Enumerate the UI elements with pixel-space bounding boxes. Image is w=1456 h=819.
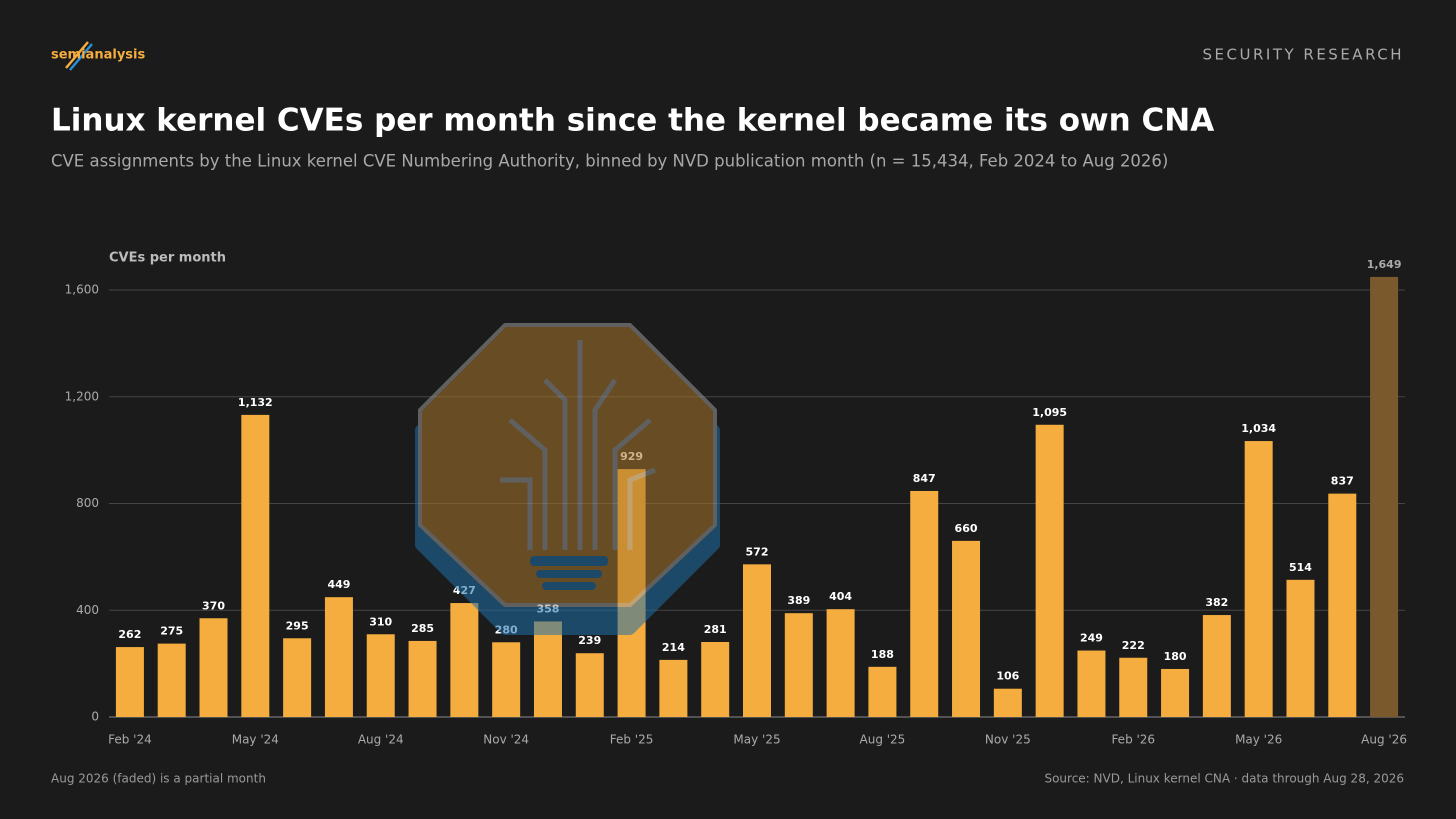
x-tick-label: May '25	[733, 733, 780, 747]
bar	[910, 490, 939, 717]
data-label: 239	[578, 634, 601, 647]
chart-subtitle: CVE assignments by the Linux kernel CVE …	[51, 152, 1168, 171]
bar	[366, 634, 395, 717]
y-tick-label: 800	[76, 496, 99, 510]
y-tick-label: 1,200	[65, 389, 99, 403]
bar	[701, 642, 730, 717]
chart-title: Linux kernel CVEs per month since the ke…	[51, 103, 1214, 139]
footnote: Aug 2026 (faded) is a partial month	[51, 772, 266, 786]
bar	[450, 603, 479, 717]
data-label: 389	[787, 594, 810, 607]
data-label: 1,095	[1032, 406, 1067, 419]
x-tick-label: Feb '25	[610, 733, 654, 747]
data-label: 214	[662, 641, 685, 654]
x-tick-label: Feb '24	[108, 733, 152, 747]
bar	[157, 643, 186, 717]
bar	[115, 647, 144, 717]
bar	[1244, 441, 1273, 717]
bar	[241, 414, 270, 717]
bar	[1119, 657, 1148, 717]
x-tick-label: May '24	[232, 733, 279, 747]
bar	[1286, 579, 1315, 717]
data-label: 660	[955, 522, 978, 535]
data-label: 1,649	[1367, 258, 1402, 271]
x-tick-label: Feb '26	[1111, 733, 1155, 747]
bar	[199, 618, 228, 717]
bar	[408, 640, 437, 717]
data-label: 572	[746, 545, 769, 558]
data-label: 837	[1331, 475, 1354, 488]
data-label: 295	[286, 619, 309, 632]
data-label: 310	[369, 615, 392, 628]
x-tick-label: May '26	[1235, 733, 1282, 747]
plot-area: 0 400 800 1,200 1,600 Feb '24 262 275 370 May '24…	[65, 258, 1407, 747]
bar	[575, 653, 604, 717]
data-label: 1,034	[1241, 422, 1276, 435]
data-label: 249	[1080, 632, 1103, 645]
section-label: SECURITY RESEARCH	[1203, 46, 1404, 64]
brand: semianalysis	[51, 48, 145, 63]
data-label: 106	[996, 670, 1019, 683]
bar	[283, 638, 312, 717]
data-label: 281	[704, 623, 727, 636]
bar	[1328, 493, 1357, 717]
data-label: 449	[327, 578, 350, 591]
bar	[659, 659, 688, 717]
bar	[1077, 650, 1106, 717]
x-tick-label: Aug '24	[358, 733, 404, 747]
bar	[533, 621, 562, 717]
y-tick-label: 1,600	[65, 283, 99, 297]
bar	[952, 540, 981, 717]
bar	[324, 597, 353, 717]
bar	[993, 688, 1022, 717]
data-label: 382	[1205, 596, 1228, 609]
data-label: 404	[829, 590, 852, 603]
source: Source: NVD, Linux kernel CNA · data thr…	[1044, 772, 1404, 786]
bar	[743, 564, 771, 717]
x-tick-label: Aug '25	[860, 733, 906, 747]
data-label: 370	[202, 599, 225, 612]
data-label: 222	[1122, 639, 1145, 652]
data-label: 285	[411, 622, 434, 635]
data-label: 180	[1164, 650, 1187, 663]
y-tick-label: 400	[76, 603, 99, 617]
bar	[492, 642, 521, 717]
y-tick-label: 0	[91, 710, 99, 724]
bar	[784, 613, 813, 717]
x-tick-label: Nov '25	[985, 733, 1031, 747]
data-label: 188	[871, 648, 894, 661]
logo: semianalysis	[51, 41, 145, 71]
bar	[1202, 615, 1231, 717]
x-tick-label: Nov '24	[483, 733, 529, 747]
data-label: 847	[913, 472, 936, 485]
data-label: 1,132	[238, 396, 273, 409]
data-label: 275	[160, 625, 183, 638]
watermark	[415, 323, 720, 635]
data-label: 262	[118, 628, 141, 641]
x-tick-label: Aug '26	[1361, 733, 1407, 747]
bar	[868, 666, 897, 717]
bar	[1035, 424, 1064, 717]
y-axis-label: CVEs per month	[109, 251, 226, 266]
bar	[1161, 668, 1190, 717]
data-label: 514	[1289, 561, 1312, 574]
bar	[826, 609, 855, 717]
bar	[1370, 276, 1399, 717]
